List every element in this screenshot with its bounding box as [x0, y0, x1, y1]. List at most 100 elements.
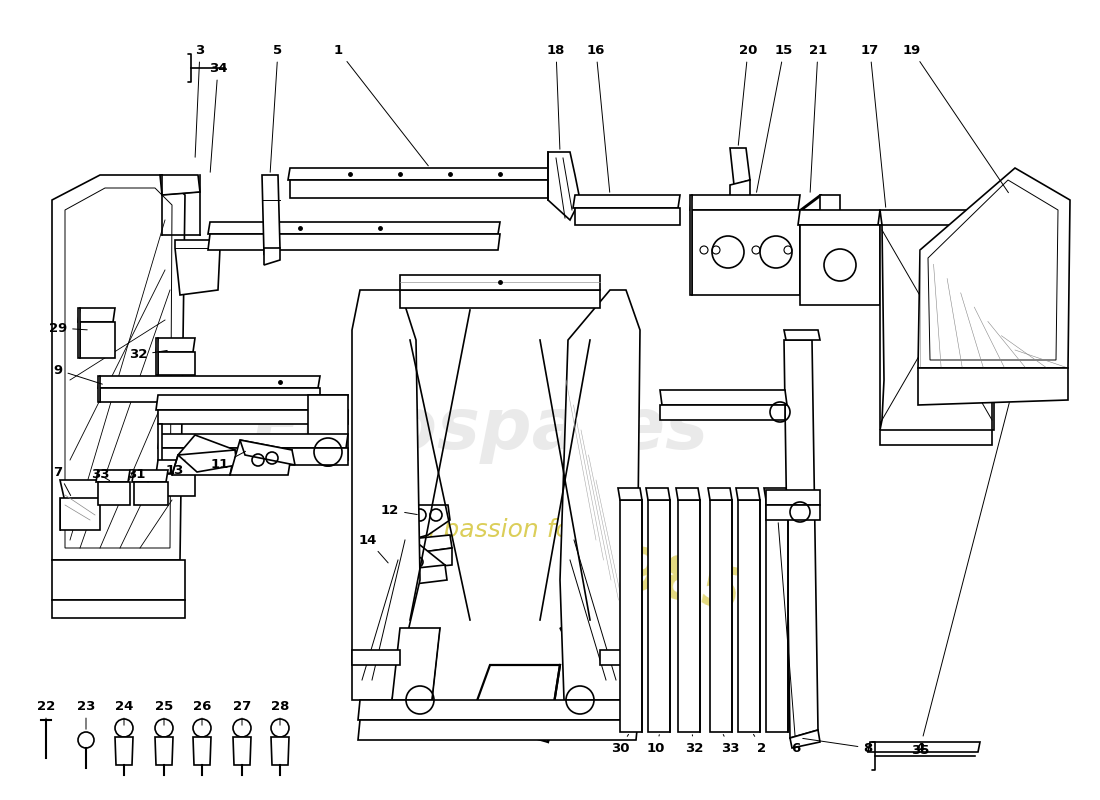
Polygon shape — [660, 390, 786, 405]
Text: 18: 18 — [547, 43, 565, 150]
Text: 2: 2 — [754, 734, 767, 754]
Text: 9: 9 — [54, 363, 102, 384]
Polygon shape — [78, 308, 116, 322]
Text: 17: 17 — [861, 43, 886, 207]
Polygon shape — [618, 488, 642, 500]
Polygon shape — [52, 560, 185, 600]
Polygon shape — [678, 500, 700, 732]
Polygon shape — [158, 474, 195, 496]
Text: 11: 11 — [211, 451, 245, 471]
Polygon shape — [800, 195, 822, 210]
Polygon shape — [178, 450, 236, 472]
Polygon shape — [800, 210, 822, 295]
Polygon shape — [158, 424, 162, 465]
Polygon shape — [288, 168, 560, 180]
Polygon shape — [918, 168, 1070, 368]
Polygon shape — [158, 410, 348, 424]
Polygon shape — [156, 460, 195, 474]
Polygon shape — [116, 737, 133, 765]
Polygon shape — [992, 210, 994, 430]
Polygon shape — [868, 742, 980, 752]
Polygon shape — [996, 195, 998, 310]
Polygon shape — [400, 535, 452, 555]
Text: 13: 13 — [166, 460, 185, 477]
Polygon shape — [784, 330, 820, 340]
Polygon shape — [766, 505, 820, 520]
Polygon shape — [60, 498, 100, 530]
Text: 21: 21 — [808, 43, 827, 192]
Polygon shape — [52, 600, 185, 618]
Polygon shape — [208, 222, 500, 234]
Polygon shape — [646, 488, 670, 500]
Polygon shape — [575, 208, 680, 225]
Polygon shape — [60, 480, 104, 502]
Text: 28: 28 — [271, 699, 289, 726]
Polygon shape — [692, 210, 800, 295]
Polygon shape — [996, 195, 1040, 210]
Polygon shape — [155, 737, 173, 765]
Polygon shape — [96, 470, 130, 482]
Text: 31: 31 — [126, 469, 148, 482]
Polygon shape — [800, 225, 880, 305]
Polygon shape — [134, 482, 168, 505]
Text: 22: 22 — [37, 699, 55, 720]
Polygon shape — [470, 665, 560, 742]
Polygon shape — [690, 195, 692, 295]
Text: 30: 30 — [610, 734, 629, 754]
Text: 15: 15 — [757, 43, 793, 192]
Polygon shape — [158, 434, 348, 448]
Text: 12: 12 — [381, 503, 417, 517]
Polygon shape — [766, 490, 820, 505]
Polygon shape — [379, 565, 447, 588]
Polygon shape — [98, 376, 100, 402]
Text: 4: 4 — [915, 402, 1010, 754]
Text: 27: 27 — [233, 699, 251, 726]
Polygon shape — [175, 240, 220, 295]
Polygon shape — [998, 210, 1040, 310]
Polygon shape — [160, 448, 348, 465]
Polygon shape — [730, 148, 750, 185]
Text: 20: 20 — [738, 43, 757, 146]
Polygon shape — [308, 395, 348, 460]
Polygon shape — [766, 500, 788, 732]
Polygon shape — [379, 545, 446, 572]
Polygon shape — [798, 210, 880, 225]
Polygon shape — [392, 628, 440, 700]
Text: 14: 14 — [359, 534, 388, 563]
Text: 7: 7 — [54, 466, 70, 495]
Polygon shape — [648, 500, 670, 732]
Polygon shape — [192, 737, 211, 765]
Polygon shape — [358, 700, 640, 720]
Text: 33: 33 — [720, 734, 739, 754]
Polygon shape — [208, 234, 500, 250]
Polygon shape — [880, 430, 992, 445]
Text: 1: 1 — [333, 43, 428, 166]
Text: 32: 32 — [685, 734, 703, 754]
Text: 34: 34 — [209, 62, 228, 172]
Polygon shape — [352, 650, 400, 665]
Polygon shape — [400, 548, 452, 570]
Text: Eurospares: Eurospares — [252, 395, 708, 465]
Polygon shape — [620, 500, 642, 732]
Polygon shape — [80, 322, 116, 358]
Polygon shape — [156, 338, 195, 352]
Text: 32: 32 — [129, 349, 167, 362]
Polygon shape — [352, 290, 420, 700]
Polygon shape — [710, 500, 732, 732]
Polygon shape — [158, 352, 195, 375]
Polygon shape — [784, 340, 818, 738]
Text: 25: 25 — [155, 699, 173, 726]
Polygon shape — [738, 500, 760, 732]
Polygon shape — [880, 225, 884, 430]
Text: 35: 35 — [911, 743, 930, 757]
Polygon shape — [132, 470, 168, 482]
Text: 1985: 1985 — [574, 535, 746, 625]
Polygon shape — [820, 195, 840, 295]
Polygon shape — [160, 175, 200, 195]
Polygon shape — [573, 195, 680, 208]
Polygon shape — [52, 175, 185, 560]
Polygon shape — [156, 395, 348, 410]
Polygon shape — [560, 290, 640, 700]
Text: 3: 3 — [195, 43, 205, 158]
Polygon shape — [548, 152, 580, 220]
